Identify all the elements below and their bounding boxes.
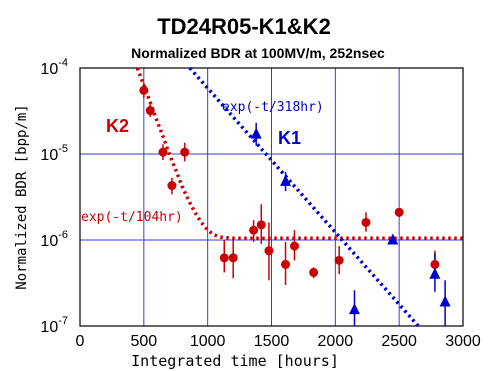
- x-tick-label: 500: [130, 333, 157, 350]
- k2-data-point: [219, 253, 229, 263]
- y-tick-label: 10-7: [40, 315, 68, 336]
- y-tick-labels: 10-7 10-6 10-5 10-4: [40, 57, 68, 336]
- chart-title: TD24R05-K1&K2: [157, 14, 331, 39]
- k2-data-point: [249, 225, 259, 235]
- k1-data-point: [250, 127, 262, 139]
- data-markers: [139, 85, 451, 315]
- k2-data-point: [361, 217, 371, 227]
- k2-data-point: [334, 255, 344, 265]
- k2-data-point: [394, 207, 404, 217]
- k2-data-point: [281, 259, 291, 269]
- k2-series-label: K2: [106, 116, 129, 136]
- k1-data-point: [387, 233, 399, 245]
- k2-fit-curve: [135, 67, 463, 240]
- k2-data-point: [289, 241, 299, 251]
- k2-data-point: [180, 147, 190, 157]
- k1-fit-label: exp(-t/318hr): [222, 100, 324, 115]
- k1-data-point: [280, 174, 292, 186]
- k2-data-point: [309, 267, 319, 277]
- y-axis-label: Normalized BDR [bpp/m]: [14, 104, 30, 289]
- x-tick-label: 1500: [254, 333, 290, 350]
- x-tick-label: 1000: [190, 333, 226, 350]
- k2-data-point: [139, 85, 149, 95]
- y-tick-label: 10-6: [40, 229, 68, 250]
- y-tick-label: 10-4: [40, 57, 68, 78]
- k2-data-point: [145, 106, 155, 116]
- k2-data-point: [430, 259, 440, 269]
- k2-data-point: [264, 246, 274, 256]
- k2-data-point: [256, 220, 266, 230]
- k2-data-point: [167, 181, 177, 191]
- fit-curves: [135, 66, 463, 328]
- x-tick-label: 0: [76, 333, 85, 350]
- plot-frame: [79, 67, 464, 327]
- k1-data-point: [439, 295, 451, 307]
- k2-data-point: [158, 147, 168, 157]
- chart-subtitle: Normalized BDR at 100MV/m, 252nsec: [131, 45, 385, 61]
- x-tick-label: 3000: [445, 333, 481, 350]
- k1-series-label: K1: [278, 128, 301, 148]
- x-tick-label: 2500: [381, 333, 417, 350]
- k2-fit-label: exp(-t/104hr): [81, 210, 183, 225]
- k1-data-point: [429, 267, 441, 279]
- k2-data-point: [228, 253, 238, 263]
- x-axis-label: Integrated time [hours]: [131, 352, 339, 370]
- k1-data-point: [348, 303, 360, 315]
- x-tick-labels: 0 500 1000 1500 2000 2500 3000: [76, 333, 481, 350]
- x-tick-label: 2000: [318, 333, 354, 350]
- grid-lines: [80, 68, 463, 326]
- y-tick-label: 10-5: [40, 143, 68, 164]
